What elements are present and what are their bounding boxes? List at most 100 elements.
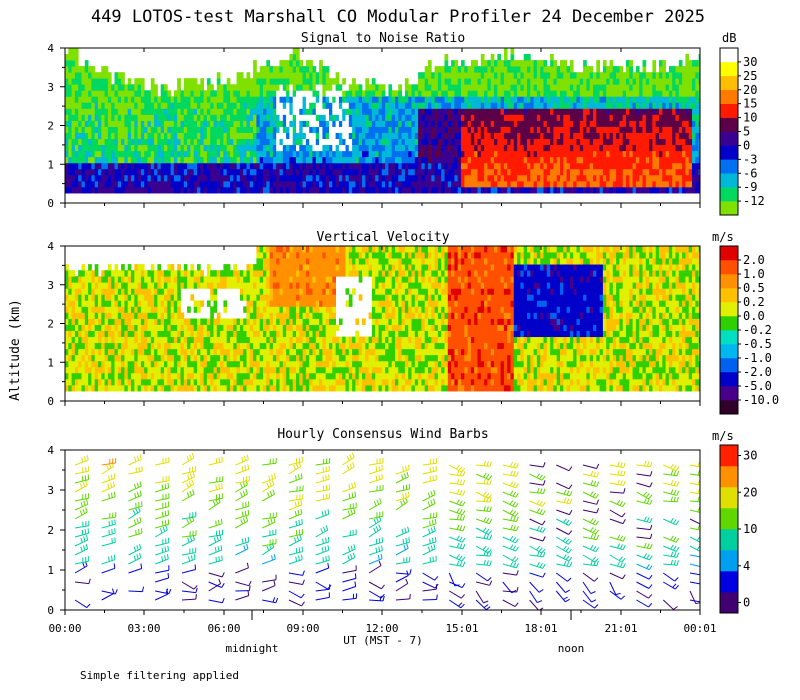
snr-cell: [629, 72, 633, 79]
velocity-cell: [144, 300, 148, 307]
velocity-cell: [160, 348, 165, 356]
snr-cell: [243, 78, 247, 85]
velocity-cell: [216, 276, 221, 283]
snr-cell: [134, 114, 138, 121]
velocity-cell: [134, 264, 138, 271]
snr-cell: [484, 120, 488, 127]
velocity-cell: [74, 318, 79, 325]
snr-cell: [216, 162, 221, 170]
velocity-cell: [164, 360, 168, 368]
velocity-cell: [101, 372, 105, 380]
velocity-cell: [140, 360, 145, 368]
snr-cell: [65, 102, 69, 109]
snr-cell: [401, 108, 406, 115]
snr-cell: [546, 72, 551, 79]
velocity-cell: [111, 276, 115, 283]
snr-cell: [606, 180, 610, 188]
snr-cell: [645, 187, 650, 194]
snr-cell: [665, 168, 670, 176]
snr-cell: [256, 187, 261, 194]
snr-cell: [342, 180, 346, 188]
snr-cell: [490, 72, 495, 79]
snr-cell: [315, 174, 320, 182]
velocity-cell: [200, 342, 204, 350]
velocity-cell: [127, 348, 132, 356]
snr-cell: [289, 180, 294, 188]
snr-cell: [546, 96, 551, 103]
velocity-cell: [81, 294, 86, 301]
velocity-cell: [84, 300, 89, 307]
velocity-cell: [88, 360, 92, 368]
snr-cell: [167, 150, 171, 158]
snr-cell: [220, 84, 224, 91]
snr-cell: [484, 72, 488, 79]
snr-cell: [441, 126, 445, 133]
snr-cell: [589, 144, 594, 152]
velocity-cell: [197, 270, 201, 277]
snr-cell: [566, 120, 571, 127]
snr-cell: [513, 120, 518, 127]
snr-cell: [642, 78, 647, 85]
snr-cell: [368, 156, 373, 164]
snr-cell: [480, 180, 485, 188]
velocity-cell: [84, 378, 89, 386]
snr-cell: [170, 138, 175, 146]
snr-cell: [553, 168, 558, 176]
snr-cell: [527, 168, 531, 176]
snr-cell: [91, 66, 96, 73]
velocity-cell: [180, 354, 185, 362]
velocity-cell: [74, 348, 79, 356]
snr-cell: [457, 102, 462, 109]
velocity-cell: [160, 294, 165, 301]
snr-cell: [642, 72, 647, 79]
colorbar-label: 5: [743, 125, 750, 139]
snr-cell: [332, 78, 336, 85]
snr-cell: [345, 174, 350, 182]
snr-cell: [371, 156, 376, 164]
snr-cell: [527, 144, 531, 152]
snr-cell: [137, 78, 142, 85]
snr-cell: [477, 156, 482, 164]
snr-cell: [223, 162, 228, 170]
snr-cell: [282, 90, 287, 97]
snr-cell: [536, 138, 541, 146]
snr-cell: [325, 84, 330, 91]
snr-cell: [682, 132, 686, 140]
colorbar-label: -3: [743, 152, 757, 166]
snr-cell: [226, 187, 231, 194]
velocity-cell: [230, 385, 234, 392]
snr-cell: [249, 96, 254, 103]
snr-cell: [299, 60, 303, 67]
velocity-cell: [98, 318, 102, 325]
snr-cell: [675, 84, 680, 91]
velocity-cell: [226, 324, 231, 331]
velocity-cell: [124, 276, 129, 283]
snr-cell: [71, 120, 76, 127]
velocity-cell: [220, 342, 224, 350]
snr-cell: [134, 138, 138, 146]
snr-cell: [94, 84, 99, 91]
snr-cell: [579, 120, 584, 127]
snr-cell: [480, 132, 485, 140]
snr-cell: [263, 156, 267, 164]
snr-cell: [494, 174, 498, 182]
velocity-cell: [91, 312, 96, 319]
snr-cell: [467, 144, 472, 152]
velocity-cell: [104, 385, 109, 392]
snr-cell: [223, 96, 228, 103]
snr-cell: [164, 126, 168, 133]
snr-cell: [401, 168, 406, 176]
snr-cell: [375, 102, 379, 109]
snr-cell: [144, 156, 148, 164]
velocity-cell: [183, 264, 188, 271]
snr-cell: [180, 102, 185, 109]
snr-cell: [517, 156, 521, 164]
snr-cell: [246, 162, 251, 170]
snr-cell: [253, 150, 257, 158]
velocity-cell: [147, 318, 152, 325]
snr-cell: [365, 120, 369, 127]
snr-cell: [424, 96, 429, 103]
snr-cell: [266, 120, 270, 127]
snr-cell: [335, 108, 340, 115]
snr-cell: [272, 132, 277, 140]
